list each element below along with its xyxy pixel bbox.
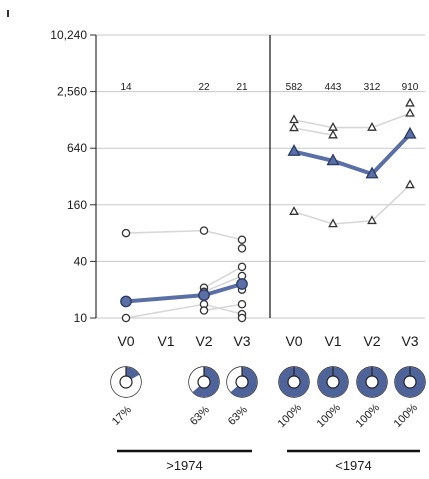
individual-line (125, 303, 243, 319)
ylabel-cropped-area (3, 80, 14, 260)
ring-hole (287, 375, 301, 389)
individual-point (367, 215, 377, 225)
mean-point (287, 144, 301, 156)
mean-point (198, 289, 210, 302)
individual-line (293, 112, 411, 129)
percent-label: 100% (315, 402, 344, 431)
group-label: <1974 (335, 458, 372, 473)
individual-line (203, 303, 243, 312)
percent-label: 63% (226, 404, 250, 428)
y-tick-label: 160 (67, 198, 87, 212)
x-tick-label: V1 (157, 333, 174, 349)
individual-point (237, 300, 247, 309)
individual-point (237, 244, 247, 253)
individual-point (237, 262, 247, 272)
individual-point (237, 313, 247, 323)
individual-point (328, 218, 338, 228)
n-label: 443 (325, 82, 342, 93)
ring-hole (197, 375, 211, 389)
individual-point (405, 97, 415, 107)
mean-point (365, 166, 379, 179)
mean-point (120, 295, 132, 308)
percent-label: 63% (188, 404, 212, 428)
individual-line (203, 275, 243, 293)
individual-point (289, 114, 299, 124)
x-tick-label: V2 (195, 333, 212, 349)
ring-hole (403, 375, 417, 389)
individual-point (121, 228, 131, 238)
y-tick-label: 40 (74, 254, 88, 268)
ring-hole (365, 375, 379, 389)
n-label: 910 (402, 82, 419, 93)
individual-line (125, 229, 243, 241)
individual-point (405, 179, 415, 189)
individual-line (293, 127, 334, 136)
individual-point (328, 129, 338, 139)
y-tick-label: 2,560 (57, 85, 87, 99)
percent-label: 100% (392, 402, 421, 431)
mean-point (236, 278, 248, 290)
y-tick-label: 640 (67, 141, 87, 155)
x-tick-label: V2 (363, 333, 380, 349)
mean-point (403, 126, 417, 139)
individual-point (289, 122, 299, 132)
percent-label: 100% (354, 402, 383, 431)
n-label: 14 (120, 82, 132, 93)
n-label: 582 (286, 82, 303, 93)
percent-label: 100% (276, 402, 305, 431)
x-tick-label: V0 (285, 333, 302, 349)
individual-point (289, 206, 299, 215)
mean-line (125, 282, 243, 304)
y-tick-label: 10 (74, 311, 88, 325)
ring-hole (119, 375, 133, 389)
mean-line (293, 132, 412, 177)
individual-point (199, 226, 209, 235)
group-label: >1974 (166, 458, 203, 473)
ring-hole (326, 375, 340, 389)
individual-line (293, 184, 411, 225)
individual-point (199, 306, 209, 315)
n-label: 312 (364, 82, 381, 93)
percent-label: 17% (110, 404, 134, 428)
n-label: 22 (198, 82, 210, 93)
x-tick-label: V1 (324, 333, 341, 349)
x-tick-label: V3 (401, 333, 418, 349)
y-tick-label: 10,240 (50, 28, 87, 42)
individual-line (203, 266, 243, 289)
individual-point (121, 313, 131, 323)
n-label: 21 (236, 82, 248, 93)
individual-point (405, 107, 415, 117)
individual-point (237, 235, 247, 244)
mean-point (326, 153, 340, 166)
ring-hole (235, 375, 249, 389)
x-tick-label: V3 (233, 333, 250, 349)
individual-point (367, 122, 377, 131)
x-tick-label: V0 (117, 333, 134, 349)
